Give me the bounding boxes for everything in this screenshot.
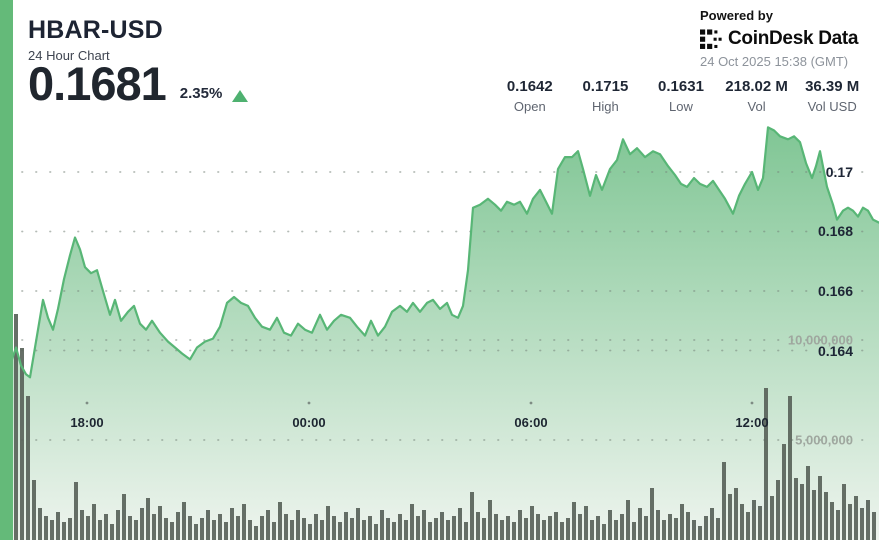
price-axis-label: 0.17 — [825, 164, 853, 180]
time-axis-label: 00:00 — [292, 415, 326, 430]
time-axis-label: 06:00 — [514, 415, 548, 430]
stat-high: 0.1715 High — [568, 78, 644, 114]
stat-label: Open — [513, 99, 546, 114]
volume-axis-label: 10,000,000 — [787, 332, 853, 348]
timestamp: 24 Oct 2025 15:38 (GMT) — [700, 54, 849, 69]
chart-subtitle: 24 Hour Chart — [28, 48, 110, 63]
powered-by-label: Powered by — [700, 8, 773, 23]
header: HBAR-USD 24 Hour Chart — [28, 16, 163, 63]
time-axis-label: 12:00 — [735, 415, 769, 430]
stat-volume-usd: 36.39 M Vol USD — [794, 78, 870, 114]
brand-name: CoinDesk Data — [728, 28, 859, 49]
page-title: HBAR-USD — [28, 16, 163, 44]
stat-value: 0.1642 — [506, 78, 553, 95]
stat-value: 36.39 M — [805, 78, 860, 95]
stat-label: Vol — [747, 99, 766, 114]
stat-label: High — [592, 99, 619, 114]
stats-row: 0.1642 Open 0.1715 High 0.1631 Low 218.0… — [492, 78, 870, 114]
volume-axis-label: 5,000,000 — [795, 432, 853, 448]
price-axis-label: 0.164 — [817, 343, 853, 359]
price-axis-label: 0.168 — [817, 223, 853, 239]
stat-low: 0.1631 Low — [643, 78, 719, 114]
coindesk-logo-icon — [700, 28, 722, 49]
current-price: 0.1681 — [28, 57, 167, 110]
stat-label: Low — [669, 99, 693, 114]
stat-volume: 218.02 M Vol — [719, 78, 795, 114]
stat-value: 0.1631 — [658, 78, 704, 95]
change-percent: 2.35% — [179, 85, 223, 102]
stat-value: 218.02 M — [725, 78, 788, 95]
powered-by-block: Powered by CoinDesk Data 24 Oct 2025 15:… — [700, 8, 859, 69]
stat-value: 0.1715 — [582, 78, 629, 95]
current-price-row: 0.1681 2.35% — [28, 57, 249, 110]
brand-row: CoinDesk Data — [700, 28, 859, 50]
price-axis-label: 0.166 — [817, 283, 853, 299]
stat-label: Vol USD — [807, 99, 857, 114]
up-triangle-icon — [232, 90, 249, 102]
time-axis-label: 18:00 — [70, 415, 104, 430]
accent-sidebar — [0, 0, 13, 540]
stat-open: 0.1642 Open — [492, 78, 568, 114]
